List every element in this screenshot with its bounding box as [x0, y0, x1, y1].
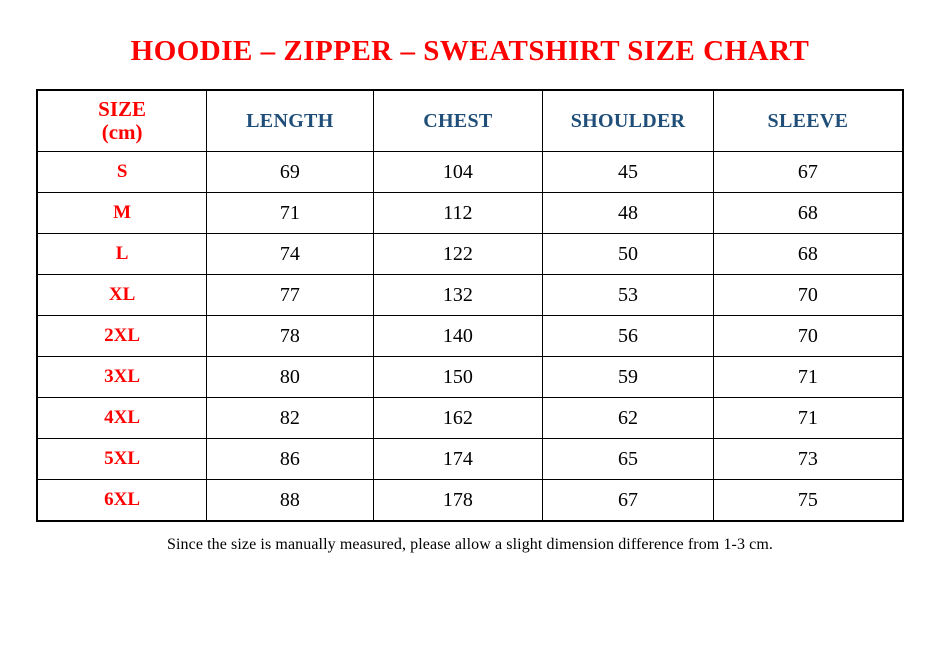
- length-value: 80: [206, 356, 374, 399]
- size-label: 6XL: [36, 479, 208, 522]
- sleeve-value: 68: [712, 192, 904, 235]
- shoulder-value: 67: [542, 479, 714, 522]
- chest-value: 174: [372, 438, 544, 481]
- shoulder-value: 59: [542, 356, 714, 399]
- length-value: 86: [206, 438, 374, 481]
- size-chart-page: . HOODIE – ZIPPER – SWEATSHIRT SIZE CHAR…: [0, 35, 940, 554]
- shoulder-value: 56: [542, 315, 714, 358]
- chest-value: 132: [372, 274, 544, 317]
- sleeve-value: 73: [712, 438, 904, 481]
- size-header-line2: (cm): [101, 120, 143, 145]
- footnote: Since the size is manually measured, ple…: [166, 535, 774, 553]
- column-header-sleeve: SLEEVE: [712, 89, 904, 153]
- length-value: 71: [206, 192, 374, 235]
- length-value: 88: [206, 479, 374, 522]
- column-header-size-cm: SIZE (cm): [36, 89, 208, 153]
- column-header-chest: CHEST: [372, 89, 544, 153]
- length-value: 77: [206, 274, 374, 317]
- sleeve-value: 71: [712, 397, 904, 440]
- length-value: 82: [206, 397, 374, 440]
- size-row-3xl: 3XL 80 150 59 71: [36, 356, 904, 399]
- page-title: HOODIE – ZIPPER – SWEATSHIRT SIZE CHART: [130, 35, 810, 67]
- size-label: L: [36, 233, 208, 276]
- shoulder-value: 53: [542, 274, 714, 317]
- size-row-5xl: 5XL 86 174 65 73: [36, 438, 904, 481]
- shoulder-value: 50: [542, 233, 714, 276]
- size-chart-table: SIZE (cm) LENGTH CHEST SHOULDER SLEEVE S 69 1…: [36, 88, 904, 522]
- length-value: 74: [206, 233, 374, 276]
- chest-value: 112: [372, 192, 544, 235]
- shoulder-value: 48: [542, 192, 714, 235]
- chest-value: 150: [372, 356, 544, 399]
- size-label: 2XL: [36, 315, 208, 358]
- size-header-line1: SIZE: [98, 96, 147, 121]
- size-label: 4XL: [36, 397, 208, 440]
- sleeve-value: 75: [712, 479, 904, 522]
- column-header-length: LENGTH: [206, 89, 374, 153]
- chest-value: 104: [372, 151, 544, 194]
- size-label: S: [36, 151, 208, 194]
- shoulder-value: 45: [542, 151, 714, 194]
- column-header-shoulder: SHOULDER: [542, 89, 714, 153]
- length-value: 78: [206, 315, 374, 358]
- size-row-m: M 71 112 48 68: [36, 192, 904, 235]
- sleeve-value: 68: [712, 233, 904, 276]
- size-label: 3XL: [36, 356, 208, 399]
- size-row-2xl: 2XL 78 140 56 70: [36, 315, 904, 358]
- size-row-xl: XL 77 132 53 70: [36, 274, 904, 317]
- sleeve-value: 70: [712, 274, 904, 317]
- sleeve-value: 70: [712, 315, 904, 358]
- chest-value: 178: [372, 479, 544, 522]
- stray-dot: .: [473, 37, 476, 49]
- size-row-4xl: 4XL 82 162 62 71: [36, 397, 904, 440]
- size-row-6xl: 6XL 88 178 67 75: [36, 479, 904, 522]
- size-row-l: L 74 122 50 68: [36, 233, 904, 276]
- size-label: 5XL: [36, 438, 208, 481]
- shoulder-value: 65: [542, 438, 714, 481]
- chest-value: 140: [372, 315, 544, 358]
- size-row-s: S 69 104 45 67: [36, 151, 904, 194]
- length-value: 69: [206, 151, 374, 194]
- sleeve-value: 67: [712, 151, 904, 194]
- chest-value: 162: [372, 397, 544, 440]
- header-row: SIZE (cm) LENGTH CHEST SHOULDER SLEEVE: [36, 89, 904, 153]
- sleeve-value: 71: [712, 356, 904, 399]
- chest-value: 122: [372, 233, 544, 276]
- size-label: XL: [36, 274, 208, 317]
- shoulder-value: 62: [542, 397, 714, 440]
- size-label: M: [36, 192, 208, 235]
